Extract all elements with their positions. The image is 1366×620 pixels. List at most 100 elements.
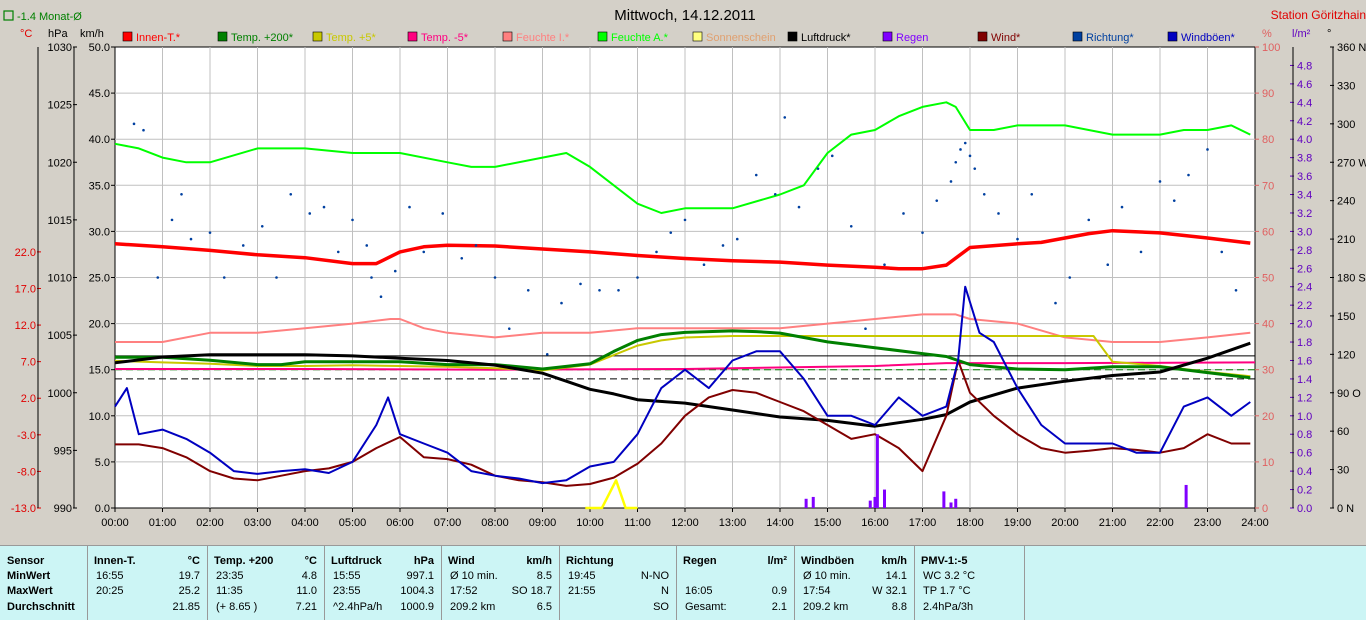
direction-point	[289, 192, 293, 196]
legend-label: Wind*	[991, 32, 1021, 44]
unit-rain: l/m²	[1292, 28, 1311, 40]
pressure-axis-tick-label: 1030	[48, 42, 72, 54]
x-tick-label: 23:00	[1194, 517, 1222, 529]
direction-point	[241, 244, 245, 247]
speed-axis-tick-label: 35.0	[89, 180, 110, 192]
rain-axis-tick-label: 3.8	[1297, 153, 1312, 165]
column-unit: l/m²	[767, 555, 787, 567]
pressure-axis-tick-label: 1010	[48, 273, 72, 285]
stat-time: 17:52	[450, 585, 478, 597]
humidity-axis-tick-label: 20	[1262, 411, 1274, 423]
direction-point	[526, 289, 530, 292]
rain-axis-tick-label: 3.6	[1297, 171, 1312, 183]
direction-point	[617, 289, 620, 292]
column-unit: °C	[187, 555, 200, 567]
pressure-axis-tick-label: 1015	[48, 215, 72, 227]
rain-axis-tick-label: 0.6	[1297, 448, 1312, 460]
direction-point	[336, 250, 340, 254]
speed-axis-tick-label: 25.0	[89, 273, 110, 285]
stat-value: 6.5	[536, 601, 552, 613]
direction-point	[1158, 180, 1162, 183]
direction-axis-tick-label: 180 S	[1337, 273, 1366, 285]
direction-point	[422, 250, 426, 254]
direction-point	[797, 205, 801, 209]
direction-point	[545, 353, 549, 356]
legend-label: Temp. -5*	[421, 32, 469, 44]
direction-point	[156, 276, 160, 279]
direction-axis-tick-label: 300	[1337, 119, 1355, 131]
legend-label: Temp. +200*	[231, 32, 294, 44]
direction-point	[902, 212, 905, 215]
direction-axis-tick-label: 360 N	[1337, 42, 1366, 54]
direction-point	[180, 192, 183, 196]
legend-swatch	[1167, 31, 1178, 42]
legend-label: Feuchte A.*	[611, 32, 669, 44]
column-unit: hPa	[413, 555, 434, 567]
rain-axis-tick-label: 1.6	[1297, 355, 1312, 367]
row-label: Sensor	[7, 555, 45, 567]
x-tick-label: 09:00	[529, 517, 557, 529]
x-tick-label: 22:00	[1146, 517, 1174, 529]
rain-bar	[868, 500, 872, 508]
statistics-table: Sensor MinWert MaxWert Durchschnitt Innen-T.…	[0, 545, 1366, 620]
stat-time: 16:55	[96, 570, 124, 582]
stat-value: 11.0	[296, 585, 317, 597]
x-tick-label: 04:00	[291, 517, 319, 529]
legend-label: Luftdruck*	[801, 32, 851, 44]
stat-value: SO 18.7	[511, 585, 552, 597]
direction-point	[365, 244, 369, 247]
x-tick-label: 16:00	[861, 517, 889, 529]
stat-value: 1004.3	[400, 585, 434, 597]
humidity-axis-tick-label: 100	[1262, 42, 1280, 54]
temp-axis-tick-label: 22.0	[15, 247, 36, 259]
legend-label: Temp. +5*	[326, 32, 377, 44]
legend-swatch	[882, 31, 893, 42]
legend: Innen-T.* Temp. +200* Temp. +5* Temp. -5* Fe…	[122, 31, 1236, 44]
rain-axis-tick-label: 3.4	[1297, 190, 1312, 202]
stat-time: 19:45	[568, 570, 596, 582]
direction-axis-tick-label: 270 W	[1337, 157, 1366, 169]
x-tick-label: 08:00	[481, 517, 509, 529]
rain-axis-tick-label: 2.4	[1297, 282, 1312, 294]
unit-temp: °C	[20, 28, 32, 40]
direction-point	[393, 269, 397, 273]
column-header: Regen	[683, 555, 717, 567]
temp-axis-tick-label: -13.0	[11, 503, 36, 515]
column-header: PMV-1:-5	[921, 555, 968, 567]
column-header: Windböen	[801, 555, 855, 567]
stat-value: 2.1	[771, 601, 787, 613]
direction-point	[1220, 250, 1224, 254]
legend-swatch	[217, 31, 228, 42]
x-tick-label: 14:00	[766, 517, 794, 529]
column-header: Richtung	[566, 555, 614, 567]
direction-point	[959, 148, 962, 151]
legend-label: Regen	[896, 32, 928, 44]
direction-point	[921, 231, 924, 234]
column-unit: km/h	[881, 555, 907, 567]
direction-point	[370, 276, 373, 279]
stat-value: 25.2	[178, 585, 200, 597]
row-labels: Sensor MinWert MaxWert Durchschnitt	[0, 546, 88, 620]
rain-bar	[873, 496, 877, 508]
row-label: Durchschnitt	[7, 601, 75, 613]
column-unit	[977, 554, 1017, 569]
direction-point	[702, 263, 706, 266]
direction-point	[1172, 199, 1176, 202]
stat-time: 16:05	[685, 585, 713, 597]
x-tick-label: 13:00	[719, 517, 747, 529]
legend-label: Feuchte I.*	[516, 32, 570, 44]
direction-point	[408, 205, 411, 209]
direction-point	[1234, 289, 1238, 292]
stat-time: WC 3.2 °C	[923, 570, 976, 582]
column-header: Wind	[448, 555, 475, 567]
pressure-axis-tick-label: 1000	[48, 388, 72, 400]
stat-value: 8.8	[891, 601, 907, 613]
direction-axis-tick-label: 240	[1337, 196, 1355, 208]
direction-point	[474, 244, 478, 247]
stat-value: 4.8	[301, 570, 317, 582]
direction-axis-tick-label: 60	[1337, 426, 1349, 438]
column-unit: km/h	[526, 555, 552, 567]
stat-time: Gesamt:	[685, 601, 727, 613]
humidity-axis-tick-label: 90	[1262, 88, 1274, 100]
direction-point	[1187, 173, 1190, 177]
